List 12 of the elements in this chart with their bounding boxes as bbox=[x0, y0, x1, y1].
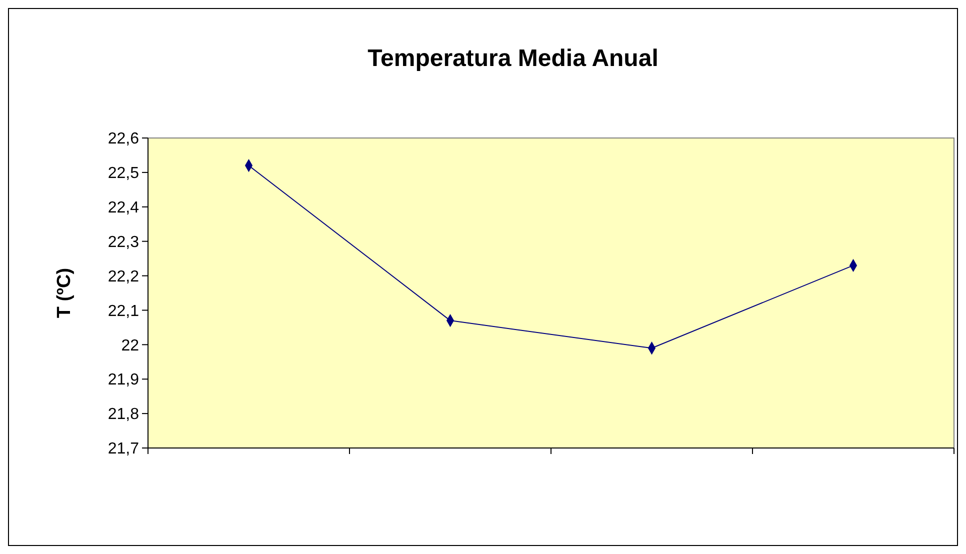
y-tick-label: 22,6 bbox=[108, 130, 140, 148]
y-tick-label: 22,1 bbox=[108, 302, 140, 320]
y-tick-label: 21,8 bbox=[108, 406, 140, 424]
y-tick-label: 22,2 bbox=[108, 268, 140, 286]
y-tick-label: 21,9 bbox=[108, 372, 140, 389]
y-tick-label: 21,7 bbox=[108, 440, 140, 458]
chart-title: Temperatura Media Anual bbox=[368, 45, 658, 72]
y-tick-label: 22,4 bbox=[108, 199, 140, 216]
y-tick-label: 22,5 bbox=[108, 165, 140, 182]
y-tick-label: 22,3 bbox=[108, 234, 140, 251]
y-tick-label: 22 bbox=[121, 337, 140, 354]
y-axis-title: T (ºC) bbox=[54, 268, 75, 318]
